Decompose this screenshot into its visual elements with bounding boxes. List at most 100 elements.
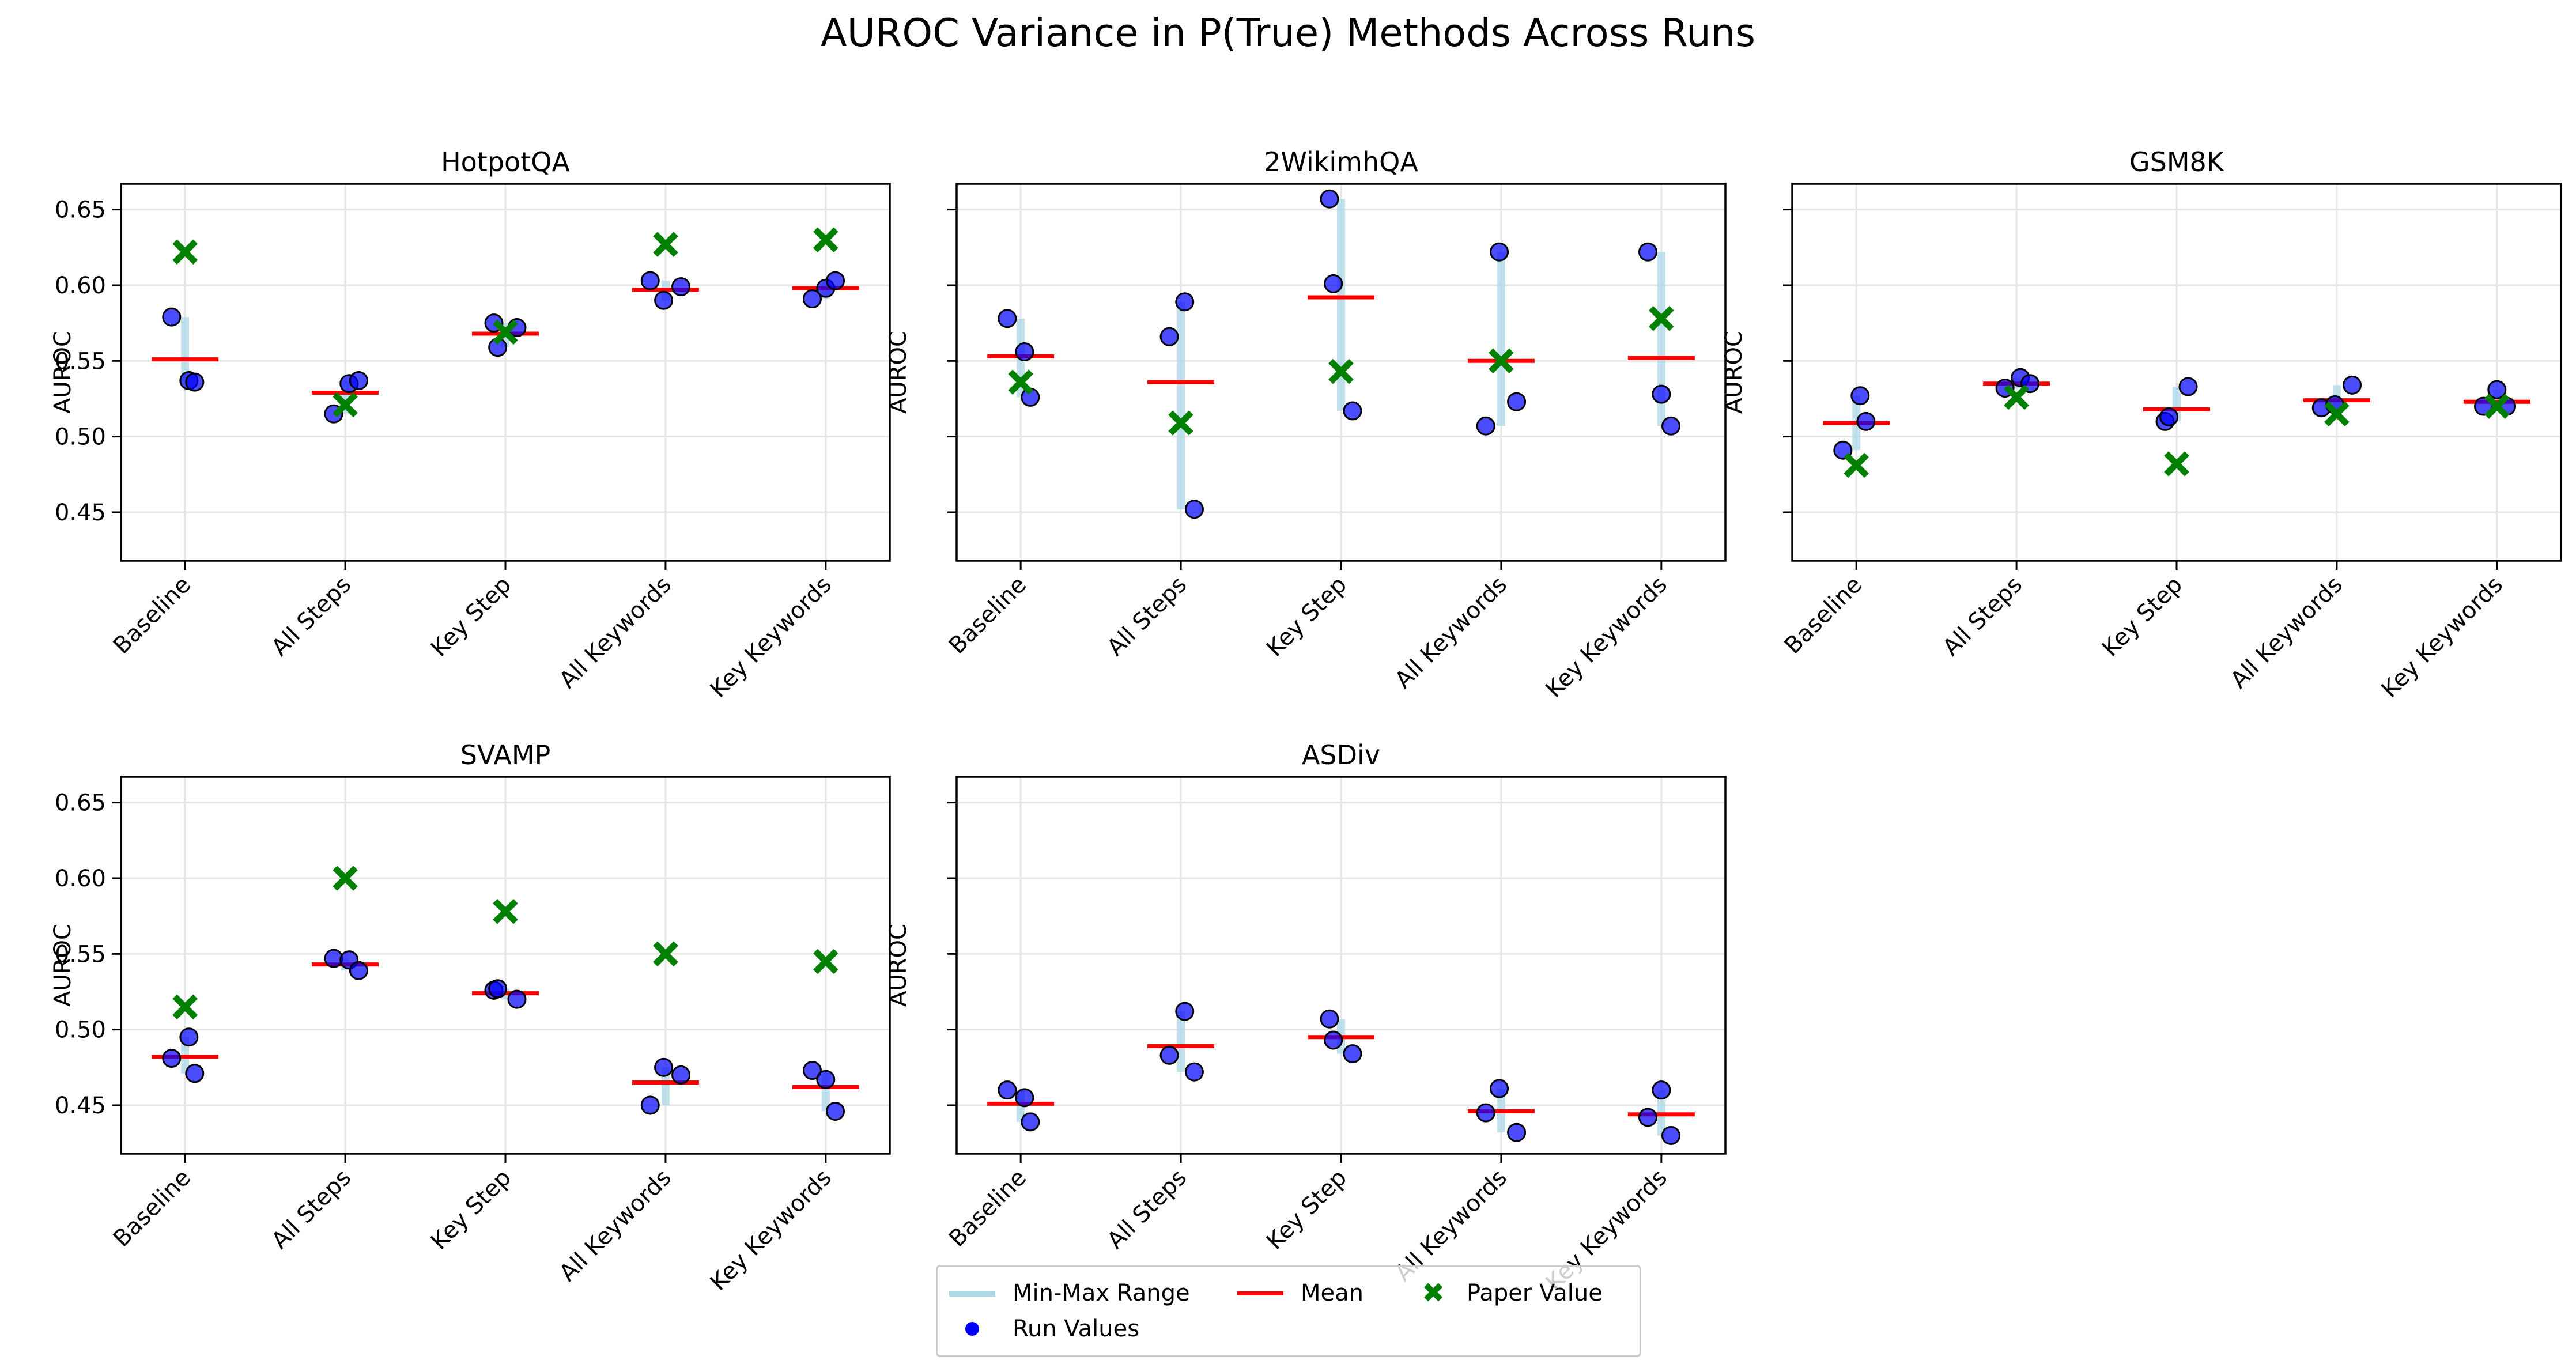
paper-value-marker <box>1008 369 1033 395</box>
run-value-point <box>1476 1103 1495 1123</box>
paper-value-marker <box>2004 384 2029 410</box>
run-value-point <box>1175 1002 1195 1021</box>
paper-value-marker <box>172 994 198 1020</box>
ytick-label: 0.55 <box>55 941 106 968</box>
xtick-label: All Keywords <box>554 572 677 694</box>
run-value-point <box>349 961 368 980</box>
paper-value-marker <box>2164 451 2189 477</box>
run-value-point <box>1343 401 1362 421</box>
run-value-point <box>802 289 822 309</box>
legend-label-range: Min-Max Range <box>1013 1280 1190 1306</box>
panel-svamp: SVAMP 0.45 0.50 0.55 0.60 0.65 AUROC Baseline Al… <box>50 739 891 1296</box>
panel-title: 2WikimhQA <box>1264 146 1418 177</box>
xtick-label: All Steps <box>1102 572 1192 662</box>
run-value-point <box>1476 416 1495 436</box>
run-value-point <box>179 1027 199 1047</box>
run-value-point <box>349 371 368 390</box>
run-value-point <box>162 307 182 327</box>
run-value-point <box>185 372 205 392</box>
run-value-point <box>488 979 508 999</box>
run-value-point <box>1175 292 1195 312</box>
xtick-label: All Steps <box>1102 1165 1192 1255</box>
panel-title: ASDiv <box>1302 739 1380 770</box>
ytick-label: 0.60 <box>55 273 106 299</box>
run-value-point <box>1159 1045 1179 1065</box>
paper-value-marker <box>2484 394 2510 419</box>
axes-frame <box>120 183 891 562</box>
paper-value-marker <box>813 227 838 252</box>
xtick-label: Key Step <box>426 572 516 662</box>
run-value-point <box>1184 500 1204 519</box>
panel-gsm8k: GSM8K AUROC Baseline All Steps Key Step All K… <box>1721 146 2562 703</box>
run-value-point <box>1324 1030 1343 1050</box>
ytick-label: 0.50 <box>55 424 106 451</box>
y-axis-label: AUROC <box>885 924 912 1007</box>
run-value-point <box>2473 396 2493 416</box>
legend-item-runs: Run Values <box>946 1313 1139 1345</box>
run-value-point <box>1184 1062 1204 1082</box>
run-value-point <box>671 1065 691 1085</box>
figure-title: AUROC Variance in P(True) Methods Across… <box>820 10 1756 55</box>
panel-title: HotpotQA <box>441 146 570 177</box>
xtick-label: All Steps <box>266 572 356 662</box>
ytick-label: 0.50 <box>55 1017 106 1044</box>
xtick-label: Baseline <box>108 1165 196 1252</box>
paper-value-marker <box>2324 401 2350 427</box>
run-value-point <box>1507 392 1527 411</box>
run-value-point <box>1320 189 1339 209</box>
xtick-label: Key Keywords <box>2377 572 2508 703</box>
run-value-point <box>1343 1044 1362 1064</box>
run-value-point <box>1015 342 1034 362</box>
ytick-label: 0.45 <box>55 1093 106 1119</box>
run-value-point <box>1661 1125 1681 1145</box>
ytick-label: 0.45 <box>55 500 106 526</box>
y-axis-label: AUROC <box>50 924 76 1007</box>
run-value-point <box>1324 274 1343 293</box>
xtick-label: All Steps <box>266 1165 356 1255</box>
run-value-point <box>640 1095 660 1115</box>
run-value-point <box>1159 327 1179 346</box>
paper-value-marker <box>493 898 518 924</box>
legend-item-paper: ✖ Paper Value <box>1422 1277 1603 1309</box>
run-value-point <box>2178 377 2198 396</box>
xtick-label: Key Step <box>1261 1165 1352 1255</box>
run-value-point <box>1652 384 1671 404</box>
paper-value-marker <box>1489 348 1514 374</box>
run-value-point <box>1507 1123 1527 1142</box>
y-axis-label: AUROC <box>50 331 76 414</box>
y-axis-label: AUROC <box>1721 331 1747 414</box>
run-value-point <box>1490 1079 1509 1098</box>
paper-value-marker <box>333 866 358 891</box>
ytick-label: 0.65 <box>55 790 106 817</box>
run-value-point <box>998 1080 1017 1100</box>
ytick-label: 0.55 <box>55 348 106 375</box>
xtick-label: Baseline <box>944 572 1032 659</box>
run-value-point <box>185 1064 205 1083</box>
xtick-label: Key Step <box>1261 572 1352 662</box>
run-value-point <box>1320 1009 1339 1029</box>
legend-label-runs: Run Values <box>1013 1316 1140 1342</box>
paper-value-marker <box>172 239 198 265</box>
paper-value-marker <box>653 232 678 257</box>
run-value-point <box>640 271 660 290</box>
run-value-point <box>162 1049 182 1068</box>
axes-frame <box>955 776 1727 1155</box>
xtick-label: Key Keywords <box>1541 572 1672 703</box>
xtick-label: All Keywords <box>2226 572 2348 694</box>
run-value-point <box>1661 416 1681 436</box>
legend-label-paper: Paper Value <box>1467 1280 1603 1306</box>
run-value-point <box>654 290 674 310</box>
panel-2wikimhqa: 2WikimhQA AUROC Baseline All Steps Key Step A… <box>885 146 1727 703</box>
xtick-label: All Steps <box>1937 572 2027 662</box>
run-value-point <box>826 1101 845 1121</box>
axes-frame <box>1791 183 2562 562</box>
legend-item-range: Min-Max Range <box>946 1277 1190 1309</box>
xtick-label: Baseline <box>108 572 196 659</box>
xtick-label: Key Keywords <box>705 572 837 703</box>
run-value-point <box>2159 407 2179 426</box>
run-value-point <box>1021 1112 1040 1132</box>
run-value-point <box>826 271 845 290</box>
xtick-label: Baseline <box>944 1165 1032 1252</box>
xtick-label: Key Step <box>2097 572 2188 662</box>
